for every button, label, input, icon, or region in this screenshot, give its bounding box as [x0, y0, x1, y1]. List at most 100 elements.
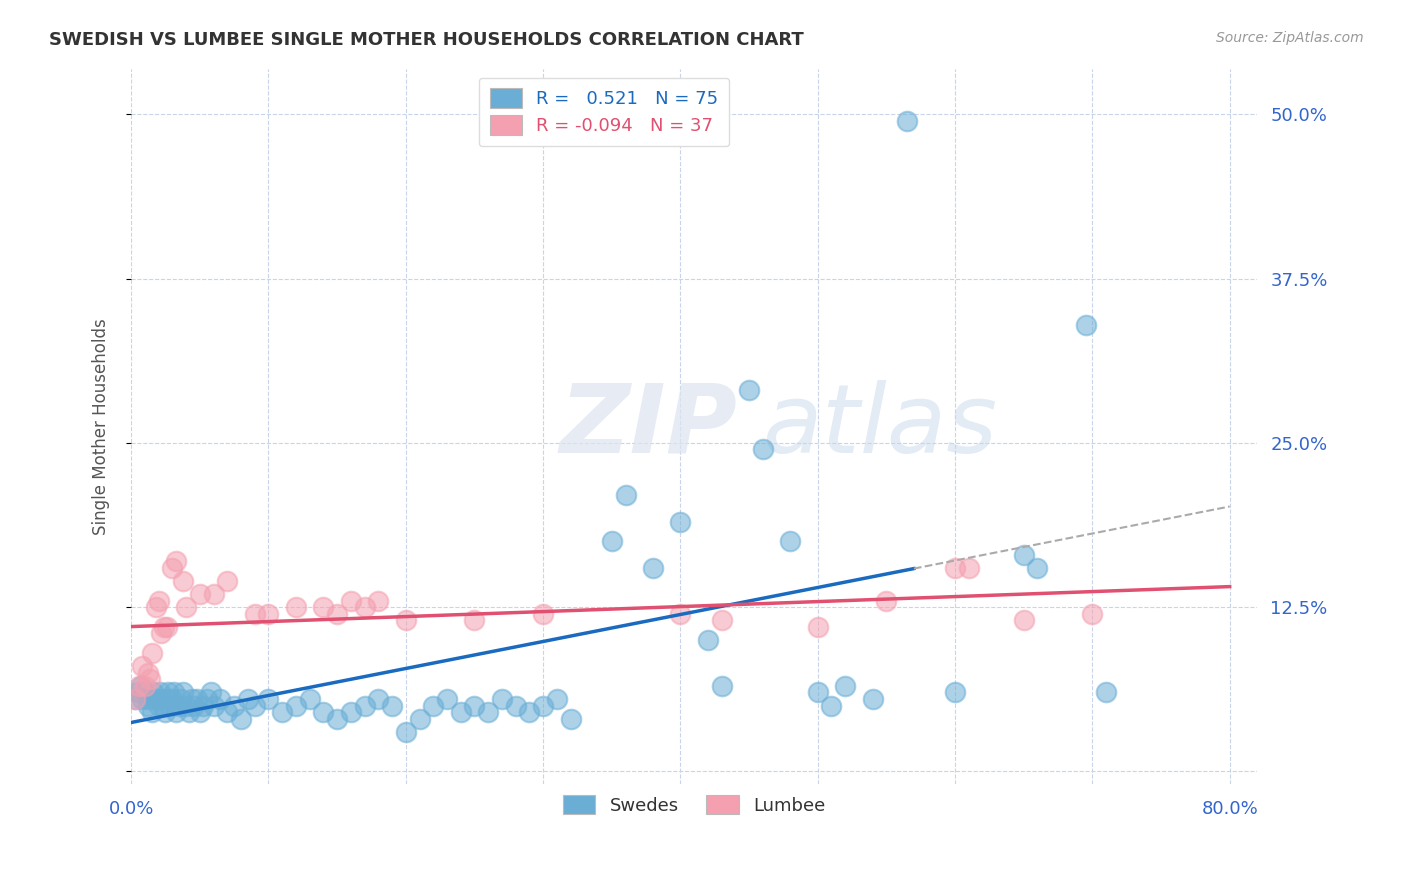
Point	[145, 692, 167, 706]
Point	[162, 560, 184, 574]
Point	[312, 705, 335, 719]
Point	[1012, 548, 1035, 562]
Point	[284, 698, 307, 713]
Y-axis label: Single Mother Households: Single Mother Households	[93, 318, 110, 535]
Point	[669, 607, 692, 621]
Point	[560, 712, 582, 726]
Point	[129, 679, 152, 693]
Point	[1026, 560, 1049, 574]
Point	[326, 607, 349, 621]
Point	[131, 692, 153, 706]
Point	[209, 692, 232, 706]
Point	[546, 692, 568, 706]
Point	[531, 607, 554, 621]
Point	[172, 574, 194, 588]
Point	[943, 685, 966, 699]
Point	[127, 685, 149, 699]
Point	[128, 679, 150, 693]
Point	[422, 698, 444, 713]
Point	[531, 698, 554, 713]
Point	[271, 705, 294, 719]
Point	[491, 692, 513, 706]
Point	[155, 705, 177, 719]
Point	[180, 692, 202, 706]
Legend: Swedes, Lumbee: Swedes, Lumbee	[553, 784, 837, 825]
Point	[340, 705, 363, 719]
Point	[614, 488, 637, 502]
Point	[353, 600, 375, 615]
Point	[1095, 685, 1118, 699]
Point	[807, 685, 830, 699]
Point	[174, 698, 197, 713]
Point	[202, 698, 225, 713]
Point	[141, 705, 163, 719]
Point	[177, 705, 200, 719]
Point	[862, 692, 884, 706]
Point	[141, 646, 163, 660]
Point	[834, 679, 856, 693]
Point	[156, 692, 179, 706]
Point	[162, 692, 184, 706]
Point	[326, 712, 349, 726]
Point	[224, 698, 246, 713]
Text: SWEDISH VS LUMBEE SINGLE MOTHER HOUSEHOLDS CORRELATION CHART: SWEDISH VS LUMBEE SINGLE MOTHER HOUSEHOL…	[49, 31, 804, 49]
Point	[1074, 318, 1097, 332]
Point	[436, 692, 458, 706]
Point	[217, 574, 239, 588]
Point	[200, 685, 222, 699]
Point	[408, 712, 430, 726]
Point	[142, 685, 165, 699]
Point	[159, 698, 181, 713]
Point	[641, 560, 664, 574]
Point	[139, 673, 162, 687]
Text: atlas: atlas	[762, 380, 997, 473]
Point	[395, 613, 418, 627]
Point	[150, 626, 173, 640]
Point	[477, 705, 499, 719]
Point	[395, 724, 418, 739]
Point	[145, 600, 167, 615]
Point	[174, 600, 197, 615]
Point	[136, 698, 159, 713]
Point	[157, 685, 180, 699]
Point	[156, 620, 179, 634]
Point	[1012, 613, 1035, 627]
Point	[243, 698, 266, 713]
Point	[148, 593, 170, 607]
Point	[243, 607, 266, 621]
Point	[284, 600, 307, 615]
Point	[367, 593, 389, 607]
Text: ZIP: ZIP	[560, 380, 737, 473]
Point	[463, 698, 485, 713]
Point	[298, 692, 321, 706]
Point	[138, 692, 160, 706]
Point	[169, 692, 191, 706]
Point	[312, 600, 335, 615]
Point	[202, 587, 225, 601]
Point	[149, 685, 172, 699]
Point	[257, 607, 280, 621]
Point	[134, 679, 156, 693]
Point	[353, 698, 375, 713]
Point	[875, 593, 897, 607]
Point	[669, 515, 692, 529]
Point	[217, 705, 239, 719]
Point	[150, 692, 173, 706]
Text: Source: ZipAtlas.com: Source: ZipAtlas.com	[1216, 31, 1364, 45]
Point	[131, 659, 153, 673]
Point	[163, 685, 186, 699]
Point	[381, 698, 404, 713]
Point	[124, 692, 146, 706]
Point	[136, 665, 159, 680]
Point	[236, 692, 259, 706]
Point	[450, 705, 472, 719]
Point	[710, 613, 733, 627]
Point	[166, 705, 188, 719]
Point	[167, 698, 190, 713]
Point	[779, 534, 801, 549]
Point	[463, 613, 485, 627]
Point	[172, 685, 194, 699]
Point	[124, 692, 146, 706]
Point	[752, 442, 775, 457]
Point	[152, 698, 174, 713]
